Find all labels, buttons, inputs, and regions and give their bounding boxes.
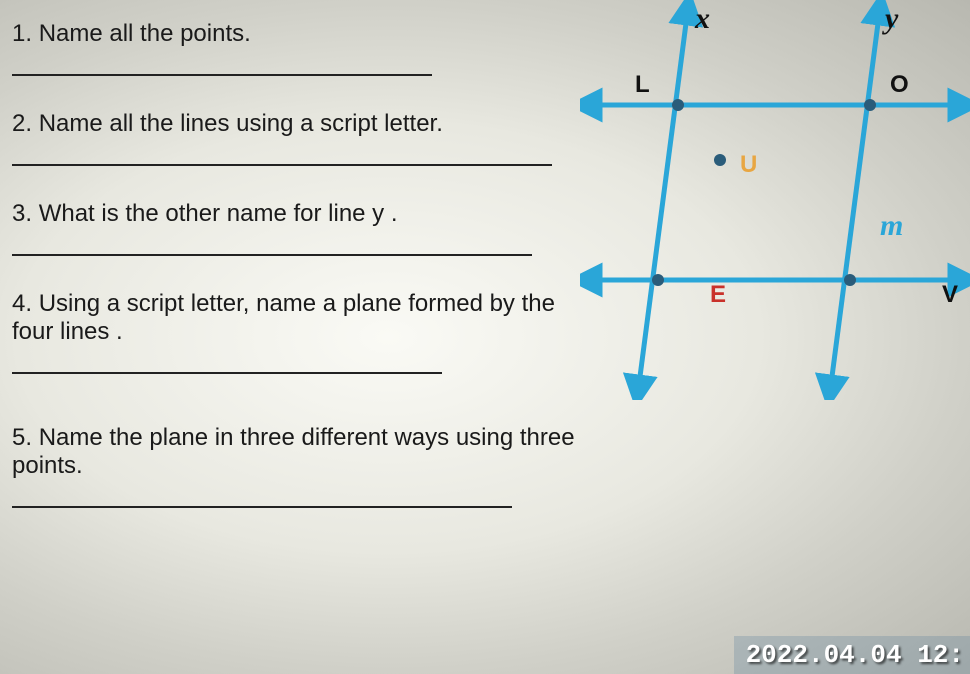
q2-answer-line[interactable]: [12, 144, 552, 166]
label-point-V: V: [942, 281, 958, 308]
q4-answer-line[interactable]: [12, 352, 442, 374]
q5-text: Name the plane in three different ways u…: [12, 424, 575, 479]
diagram-svg: x y L O U E V m: [580, 0, 970, 400]
question-4: 4. Using a script letter, name a plane f…: [12, 290, 582, 374]
point-L: [672, 99, 684, 111]
q2-number: 2.: [12, 110, 32, 137]
questions-block: 1. Name all the points. 2. Name all the …: [12, 20, 582, 542]
q1-number: 1.: [12, 20, 32, 47]
line-diagonal-right: [830, 8, 880, 392]
point-O: [864, 99, 876, 111]
q1-text: Name all the points.: [39, 20, 251, 47]
point-U: [714, 154, 726, 166]
question-5: 5. Name the plane in three different way…: [12, 424, 582, 508]
label-point-U: U: [740, 151, 757, 178]
question-2: 2. Name all the lines using a script let…: [12, 110, 582, 166]
label-line-m: m: [880, 209, 903, 242]
label-point-L: L: [635, 71, 650, 98]
q1-answer-line[interactable]: [12, 54, 432, 76]
q2-text: Name all the lines using a script letter…: [39, 110, 443, 137]
point-E: [652, 274, 664, 286]
photo-timestamp: 2022.04.04 12:: [734, 636, 970, 674]
label-line-y: y: [882, 2, 899, 35]
q3-answer-line[interactable]: [12, 234, 532, 256]
line-diagonal-left: [638, 8, 688, 392]
q4-text: Using a script letter, name a plane form…: [12, 290, 555, 345]
point-V-intersection: [844, 274, 856, 286]
label-point-E: E: [710, 281, 726, 308]
geometry-diagram: x y L O U E V m: [580, 0, 970, 400]
q3-number: 3.: [12, 200, 32, 227]
q5-number: 5.: [12, 424, 32, 451]
q5-answer-line[interactable]: [12, 486, 512, 508]
q3-text: What is the other name for line y .: [39, 200, 398, 227]
label-line-x: x: [694, 2, 710, 35]
question-1: 1. Name all the points.: [12, 20, 582, 76]
question-3: 3. What is the other name for line y .: [12, 200, 582, 256]
q4-number: 4.: [12, 290, 32, 317]
label-point-O: O: [890, 71, 909, 98]
